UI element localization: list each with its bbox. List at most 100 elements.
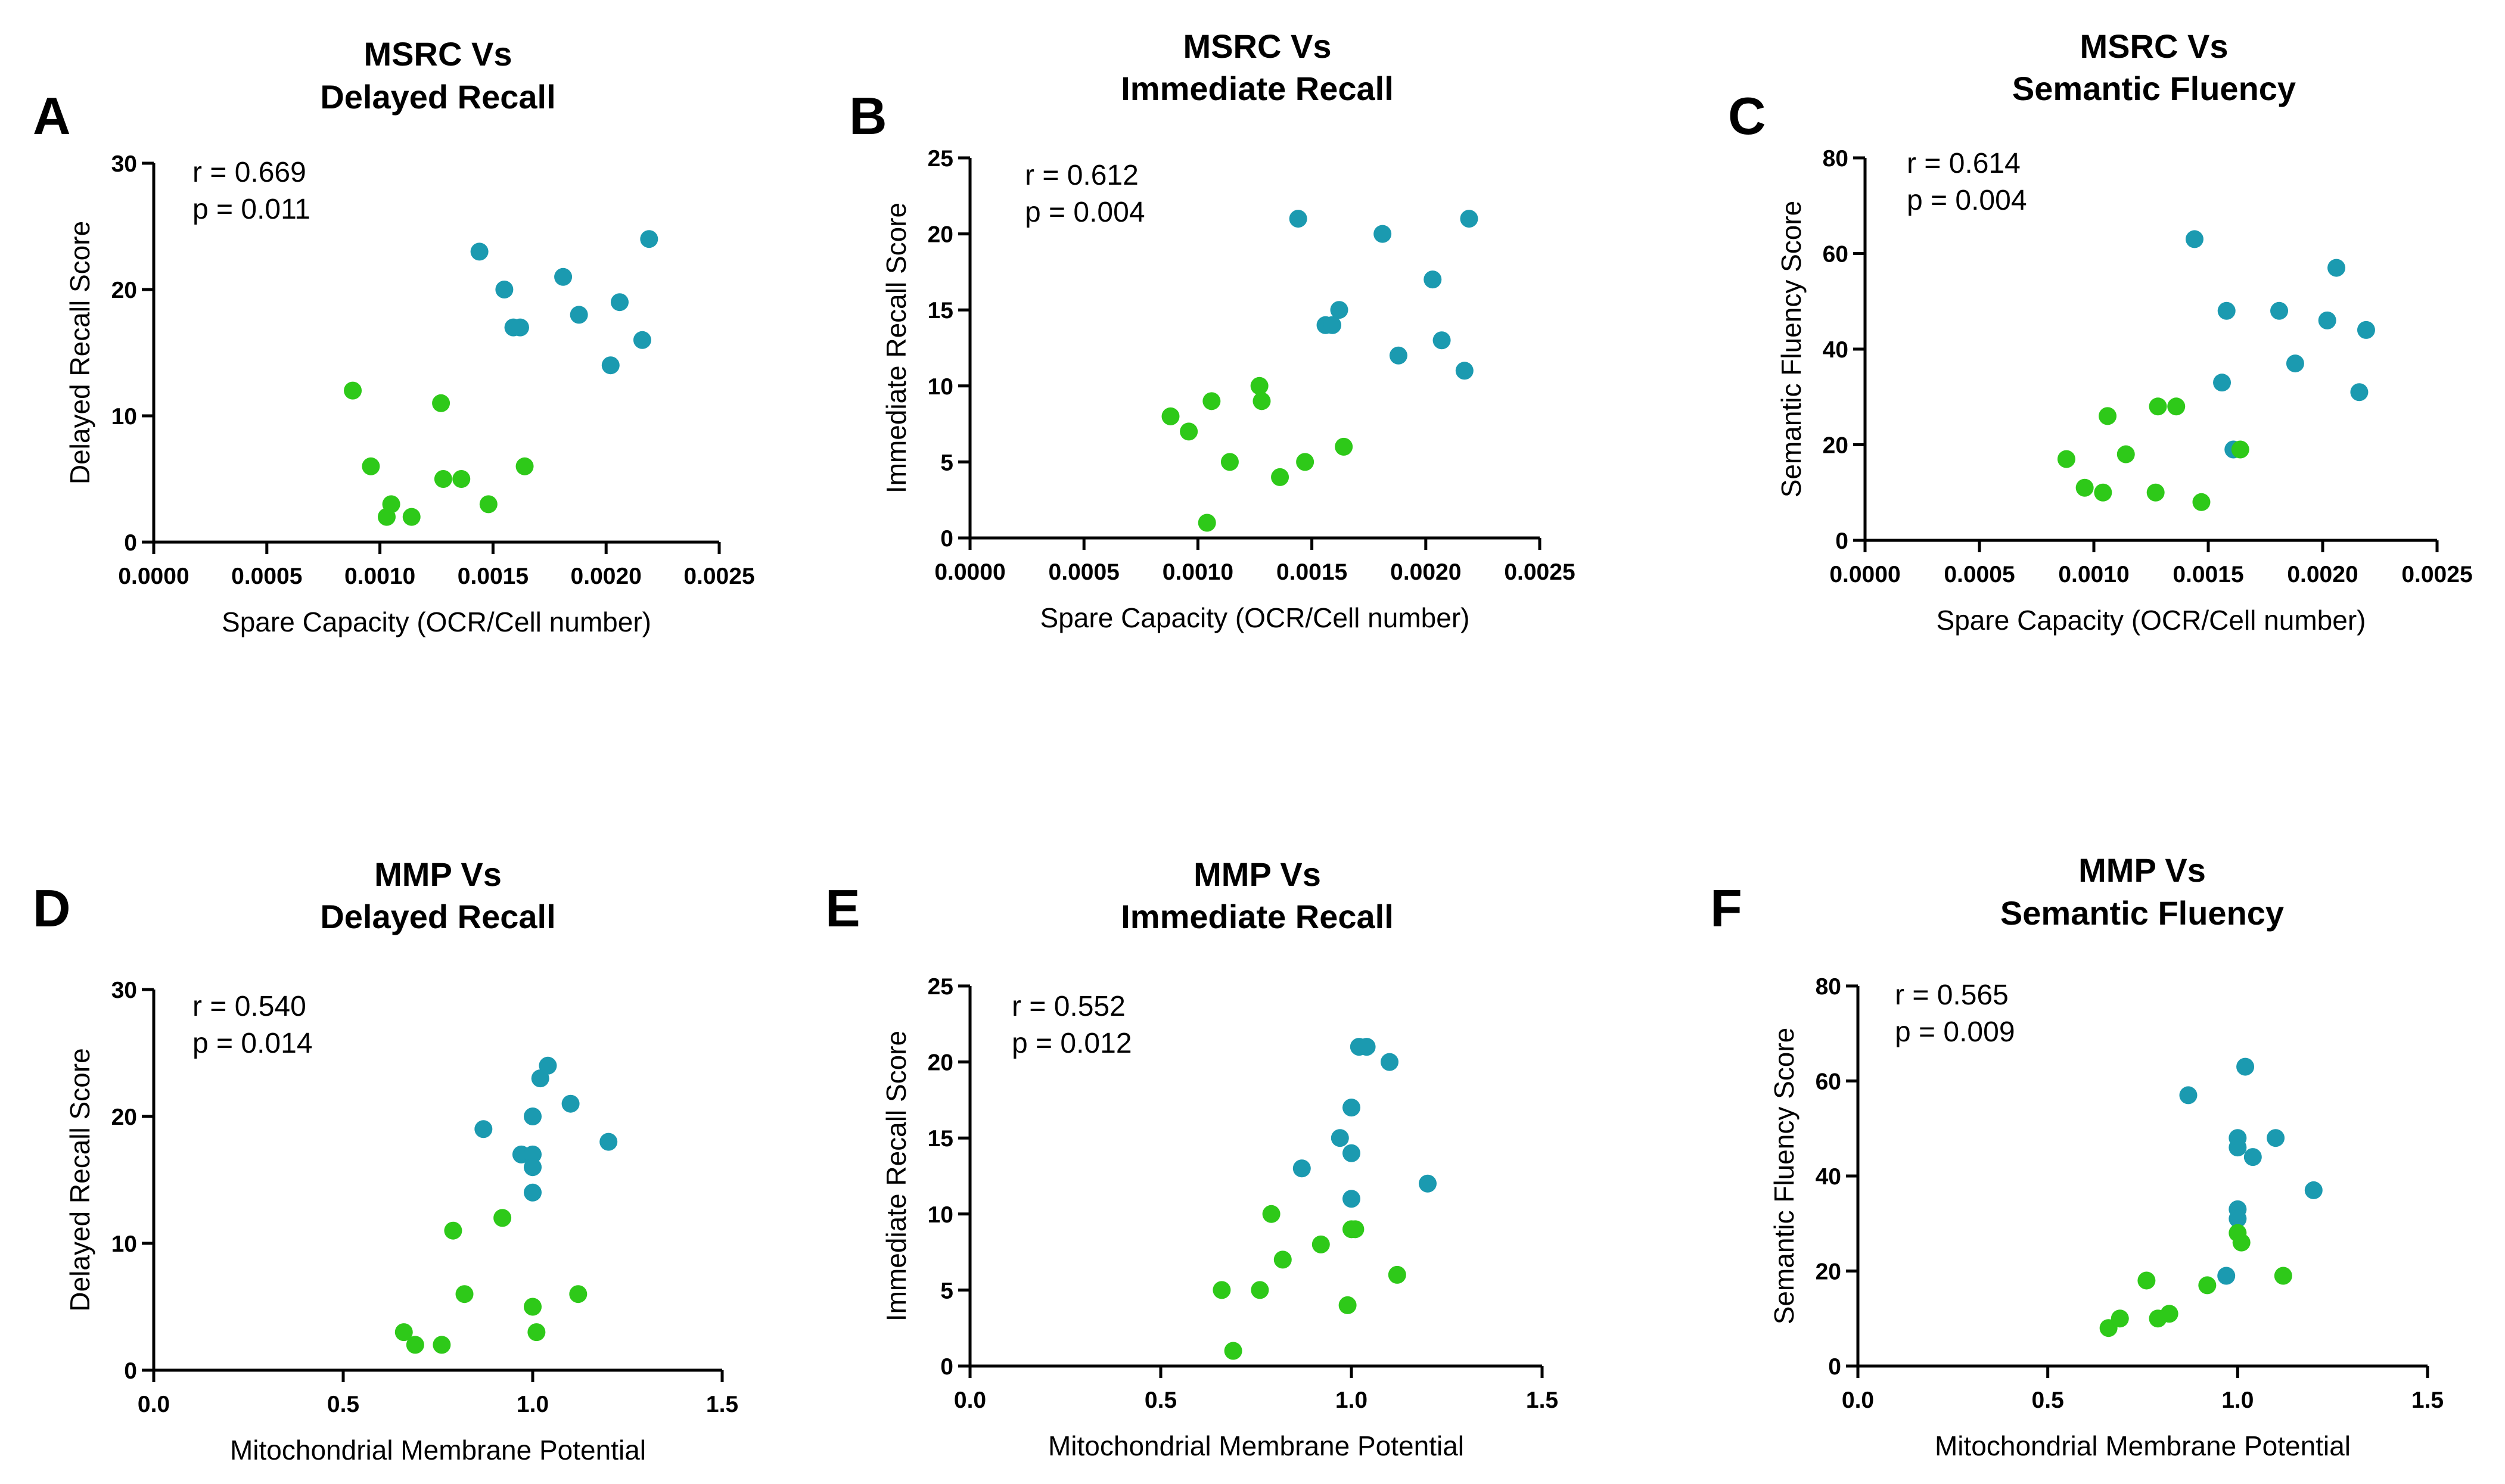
data-point-blue (2229, 1209, 2247, 1228)
y-axis-label: Immediate Recall Score (881, 1031, 912, 1321)
x-tick-label: 0.0000 (934, 559, 1005, 585)
x-tick-label: 0.0 (954, 1387, 986, 1413)
y-tick-label: 10 (928, 1202, 953, 1228)
data-point-green (1271, 468, 1289, 486)
data-point-blue (470, 242, 489, 261)
chart-title-line1: MMP Vs (374, 855, 502, 893)
data-point-blue (1342, 1099, 1360, 1117)
data-point-blue (2357, 321, 2375, 339)
correlation-p-value: p = 0.014 (192, 1028, 313, 1059)
data-point-blue (570, 306, 588, 324)
y-tick-label: 20 (1823, 433, 1848, 459)
data-point-blue (1323, 316, 1342, 334)
series-blue (2185, 230, 2375, 459)
correlation-r-value: r = 0.614 (1907, 148, 2021, 179)
data-point-green (394, 1323, 413, 1342)
y-tick-label: 30 (111, 978, 137, 1003)
series-blue (474, 1056, 618, 1202)
y-tick-label: 60 (1816, 1069, 1841, 1095)
data-point-green (1252, 392, 1271, 410)
y-tick-label: 15 (928, 1126, 953, 1152)
x-tick-label: 0.0 (1842, 1387, 1874, 1413)
y-tick-label: 0 (940, 1354, 953, 1380)
panel-d: D MMP Vs Delayed Recall 0.0 0.5 1.0 1.5 0 10 20 30… (33, 855, 738, 1466)
data-point-green (2274, 1267, 2292, 1285)
x-tick-label: 0.0010 (2058, 562, 2129, 587)
correlation-p-value: p = 0.009 (1895, 1016, 2015, 1048)
y-axis-label: Semantic Fluency Score (1776, 201, 1807, 498)
x-tick-label: 0.5 (2032, 1387, 2064, 1413)
chart-title-line2: Delayed Recall (320, 898, 555, 935)
data-point-blue (539, 1056, 557, 1075)
panel-letter: E (825, 879, 860, 938)
data-point-blue (1424, 270, 1442, 289)
series-green (1161, 377, 1353, 532)
data-point-green (434, 470, 452, 488)
data-point-green (527, 1323, 546, 1342)
data-point-green (1346, 1220, 1365, 1239)
data-point-blue (1289, 210, 1307, 228)
x-tick-label: 0.0020 (571, 564, 642, 589)
y-tick-label: 5 (940, 450, 953, 475)
y-tick-label: 20 (928, 222, 953, 248)
data-point-blue (524, 1158, 542, 1177)
data-point-blue (1455, 362, 1474, 380)
data-point-green (382, 495, 400, 514)
x-axis-label: Mitochondrial Membrane Potential (230, 1435, 646, 1466)
data-point-green (344, 381, 362, 400)
panel-c: C MSRC Vs Semantic Fluency 0.0000 0.0005 0.00… (1728, 27, 2473, 636)
data-point-blue (1342, 1144, 1360, 1162)
x-tick-label: 0.0010 (344, 564, 415, 589)
chart-title-line1: MSRC Vs (2080, 27, 2229, 65)
x-tick-label: 0.0025 (1504, 559, 1575, 585)
y-tick-label: 20 (1816, 1259, 1841, 1285)
x-axis-label: Spare Capacity (OCR/Cell number) (1937, 605, 2366, 636)
data-point-blue (1432, 331, 1451, 350)
data-point-green (362, 457, 380, 475)
correlation-r-value: r = 0.669 (192, 157, 306, 188)
y-tick-label: 80 (1816, 974, 1841, 1000)
x-tick-label: 1.0 (517, 1392, 549, 1417)
y-tick-label: 60 (1823, 242, 1848, 267)
panel-letter: C (1728, 86, 1766, 145)
series-green (2099, 1224, 2292, 1337)
y-tick-label: 20 (111, 278, 137, 303)
series-blue (1289, 210, 1478, 380)
x-tick-label: 0.0000 (1829, 562, 1900, 587)
data-point-blue (2350, 383, 2369, 402)
data-point-green (433, 1336, 451, 1354)
y-tick-label: 30 (111, 151, 137, 177)
data-point-blue (1331, 1129, 1349, 1147)
data-point-green (515, 457, 534, 475)
data-point-green (2198, 1276, 2217, 1295)
y-axis-label: Semantic Fluency Score (1769, 1028, 1800, 1325)
x-tick-label: 1.5 (706, 1392, 738, 1417)
chart-title-line1: MMP Vs (2078, 851, 2206, 889)
data-point-blue (601, 356, 620, 375)
x-axis-label: Mitochondrial Membrane Potential (1048, 1430, 1464, 1461)
data-point-blue (2327, 259, 2346, 277)
data-point-blue (2185, 230, 2203, 248)
y-tick-label: 0 (940, 526, 953, 552)
data-point-green (1220, 453, 1239, 471)
correlation-r-value: r = 0.540 (192, 991, 306, 1022)
data-point-blue (554, 267, 573, 286)
x-tick-label: 0.0025 (2401, 562, 2472, 587)
x-tick-label: 0.0000 (118, 564, 189, 589)
y-tick-label: 20 (928, 1050, 953, 1076)
data-point-green (479, 495, 498, 514)
data-point-blue (511, 318, 529, 337)
data-point-green (1202, 392, 1221, 410)
y-axis-label: Delayed Recall Score (64, 221, 95, 484)
chart-title-line2: Immediate Recall (1121, 70, 1394, 107)
correlation-r-value: r = 0.552 (1012, 991, 1126, 1022)
data-point-green (569, 1285, 588, 1303)
data-point-green (1338, 1296, 1357, 1314)
y-axis-label: Delayed Recall Score (64, 1048, 95, 1311)
chart-title-line2: Immediate Recall (1121, 898, 1394, 935)
x-axis-label: Spare Capacity (OCR/Cell number) (1040, 602, 1470, 633)
data-point-blue (2304, 1181, 2323, 1199)
data-point-blue (2267, 1129, 2285, 1147)
correlation-p-value: p = 0.011 (192, 194, 310, 225)
correlation-p-value: p = 0.012 (1012, 1028, 1132, 1059)
